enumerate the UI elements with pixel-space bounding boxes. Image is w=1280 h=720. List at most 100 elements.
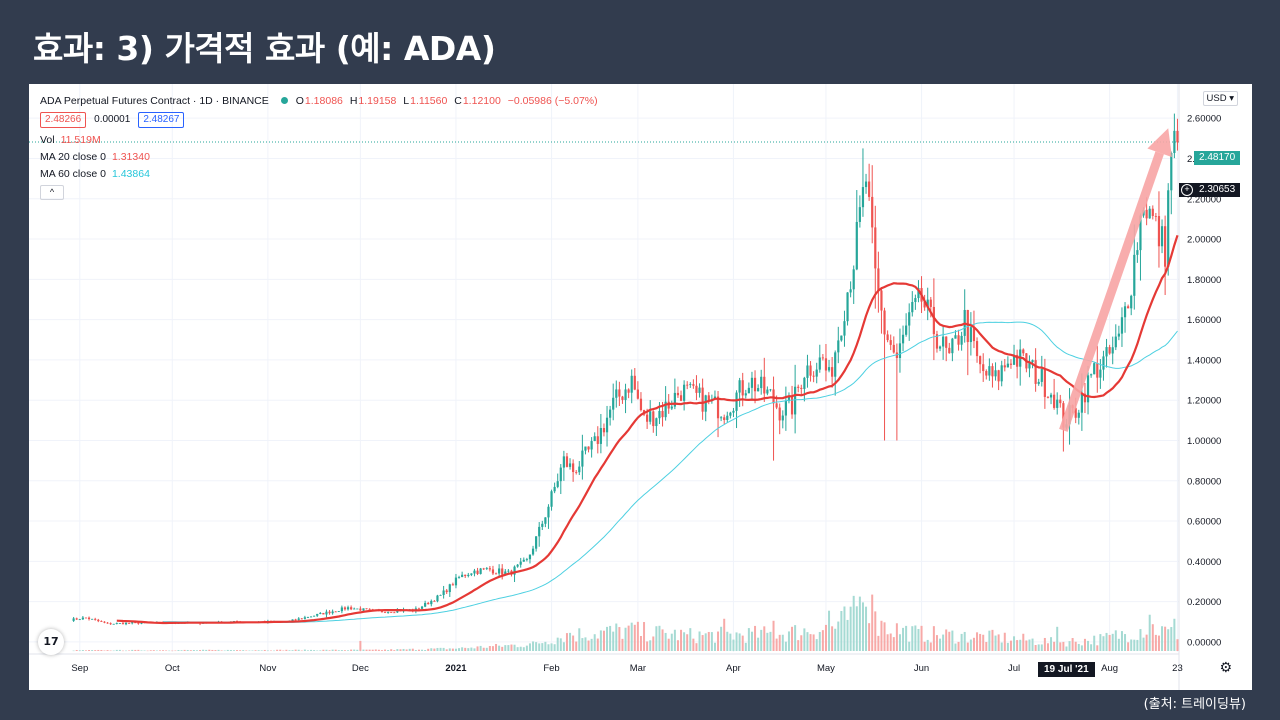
candle-body bbox=[778, 407, 781, 421]
volume-bar bbox=[1117, 638, 1120, 651]
candle-body bbox=[673, 392, 676, 407]
time-tick-label: Apr bbox=[726, 663, 741, 674]
volume-bar bbox=[242, 650, 245, 651]
volume-bar bbox=[75, 649, 78, 651]
volume-bar bbox=[155, 650, 158, 652]
volume-bar bbox=[584, 637, 587, 651]
volume-bar bbox=[347, 650, 350, 651]
add-alert-icon[interactable]: + bbox=[1181, 184, 1193, 196]
volume-bar bbox=[618, 627, 621, 651]
volume-bar bbox=[454, 648, 457, 651]
candle-body bbox=[106, 622, 109, 624]
candle-body bbox=[547, 506, 550, 518]
volume-bar bbox=[1043, 637, 1046, 651]
time-tick-label: Dec bbox=[352, 663, 369, 674]
volume-bar bbox=[1120, 631, 1123, 651]
volume-bar bbox=[1009, 640, 1012, 651]
volume-bar bbox=[824, 624, 827, 651]
volume-bar bbox=[1022, 633, 1025, 651]
volume-bar bbox=[923, 641, 926, 651]
volume-bar bbox=[846, 619, 849, 651]
candle-body bbox=[91, 618, 94, 620]
candle-body bbox=[417, 608, 421, 610]
settings-gear-icon[interactable]: ⚙ bbox=[1219, 660, 1232, 676]
candle-body bbox=[886, 334, 889, 341]
candle-body bbox=[128, 622, 131, 624]
candle-body bbox=[849, 289, 852, 293]
volume-bar bbox=[1139, 629, 1142, 651]
ma60-label[interactable]: MA 60 close 0 bbox=[40, 167, 106, 180]
volume-bar bbox=[488, 646, 491, 651]
collapse-legend-button[interactable]: ^ bbox=[40, 185, 64, 200]
volume-bar bbox=[1065, 646, 1068, 651]
volume-bar bbox=[1053, 641, 1056, 651]
candle-body bbox=[760, 376, 763, 389]
candle-body bbox=[306, 617, 310, 619]
volume-bar bbox=[316, 650, 319, 652]
candle-body bbox=[698, 387, 701, 393]
volume-bar bbox=[979, 633, 982, 651]
candle-body bbox=[821, 357, 824, 359]
candle-body bbox=[951, 338, 954, 354]
volume-bar bbox=[1062, 641, 1065, 651]
volume-bar bbox=[371, 649, 374, 651]
candle-body bbox=[445, 590, 448, 593]
candle-body bbox=[775, 403, 778, 408]
volume-bar bbox=[942, 634, 945, 651]
candle-body bbox=[559, 467, 562, 482]
candle-body bbox=[843, 321, 846, 336]
volume-bar bbox=[1077, 643, 1080, 651]
candle-body bbox=[707, 395, 710, 401]
candle-body bbox=[584, 446, 587, 451]
buy-price-button[interactable]: 2.48267 bbox=[138, 111, 185, 128]
candle-body bbox=[1046, 396, 1050, 398]
symbol-title[interactable]: ADA Perpetual Futures Contract · 1D · BI… bbox=[40, 94, 269, 107]
currency-selector[interactable]: USD ▾ bbox=[1202, 91, 1238, 106]
volume-bar bbox=[960, 633, 963, 651]
candle-body bbox=[461, 574, 464, 578]
volume-bar bbox=[359, 640, 362, 651]
volume-bar bbox=[350, 649, 353, 651]
candle-body bbox=[550, 491, 553, 507]
candle-body bbox=[1136, 250, 1139, 255]
volume-bar bbox=[353, 649, 356, 651]
time-tick-label: Aug bbox=[1101, 663, 1118, 674]
candle-body bbox=[806, 365, 809, 378]
volume-bar bbox=[1157, 635, 1160, 651]
volume-bar bbox=[544, 641, 547, 651]
candle-body bbox=[303, 617, 306, 619]
price-tick-label: 0.40000 bbox=[1187, 557, 1221, 568]
candle-body bbox=[1062, 403, 1065, 428]
candle-body bbox=[100, 621, 103, 622]
volume-bar bbox=[199, 650, 202, 651]
candle-body bbox=[482, 568, 485, 570]
candle-body bbox=[75, 618, 78, 620]
volume-bar bbox=[898, 634, 901, 651]
volume-bar bbox=[177, 650, 180, 651]
volume-bar bbox=[365, 649, 368, 651]
candle-body bbox=[396, 610, 399, 613]
trading-chart[interactable]: 0.00000 0.20000 0.40000 0.60000 0.80000 1.000… bbox=[29, 84, 1252, 690]
candle-body bbox=[624, 389, 627, 400]
volume-bar bbox=[997, 634, 1000, 651]
candle-body bbox=[439, 594, 442, 596]
volume-bar bbox=[436, 647, 439, 651]
volume-bar bbox=[334, 649, 337, 651]
chart-canvas[interactable]: 0.00000 0.20000 0.40000 0.60000 0.80000 1.000… bbox=[29, 84, 1252, 690]
ma60-value: 1.43864 bbox=[111, 167, 150, 180]
volume-bar bbox=[892, 637, 895, 651]
volume-bar bbox=[408, 648, 411, 651]
candle-body bbox=[565, 456, 569, 467]
time-tick-label: Nov bbox=[259, 663, 276, 674]
sell-price-button[interactable]: 2.48266 bbox=[40, 111, 87, 128]
ma20-label[interactable]: MA 20 close 0 bbox=[40, 150, 106, 163]
volume-bar bbox=[1164, 626, 1167, 651]
volume-bar bbox=[658, 625, 661, 651]
candle-body bbox=[1049, 394, 1053, 398]
volume-bar bbox=[251, 650, 254, 652]
volume-label[interactable]: Vol bbox=[40, 133, 55, 146]
volume-bar bbox=[1087, 640, 1090, 651]
candle-body bbox=[359, 608, 362, 611]
volume-bar bbox=[670, 633, 673, 651]
candle-body bbox=[633, 375, 636, 390]
